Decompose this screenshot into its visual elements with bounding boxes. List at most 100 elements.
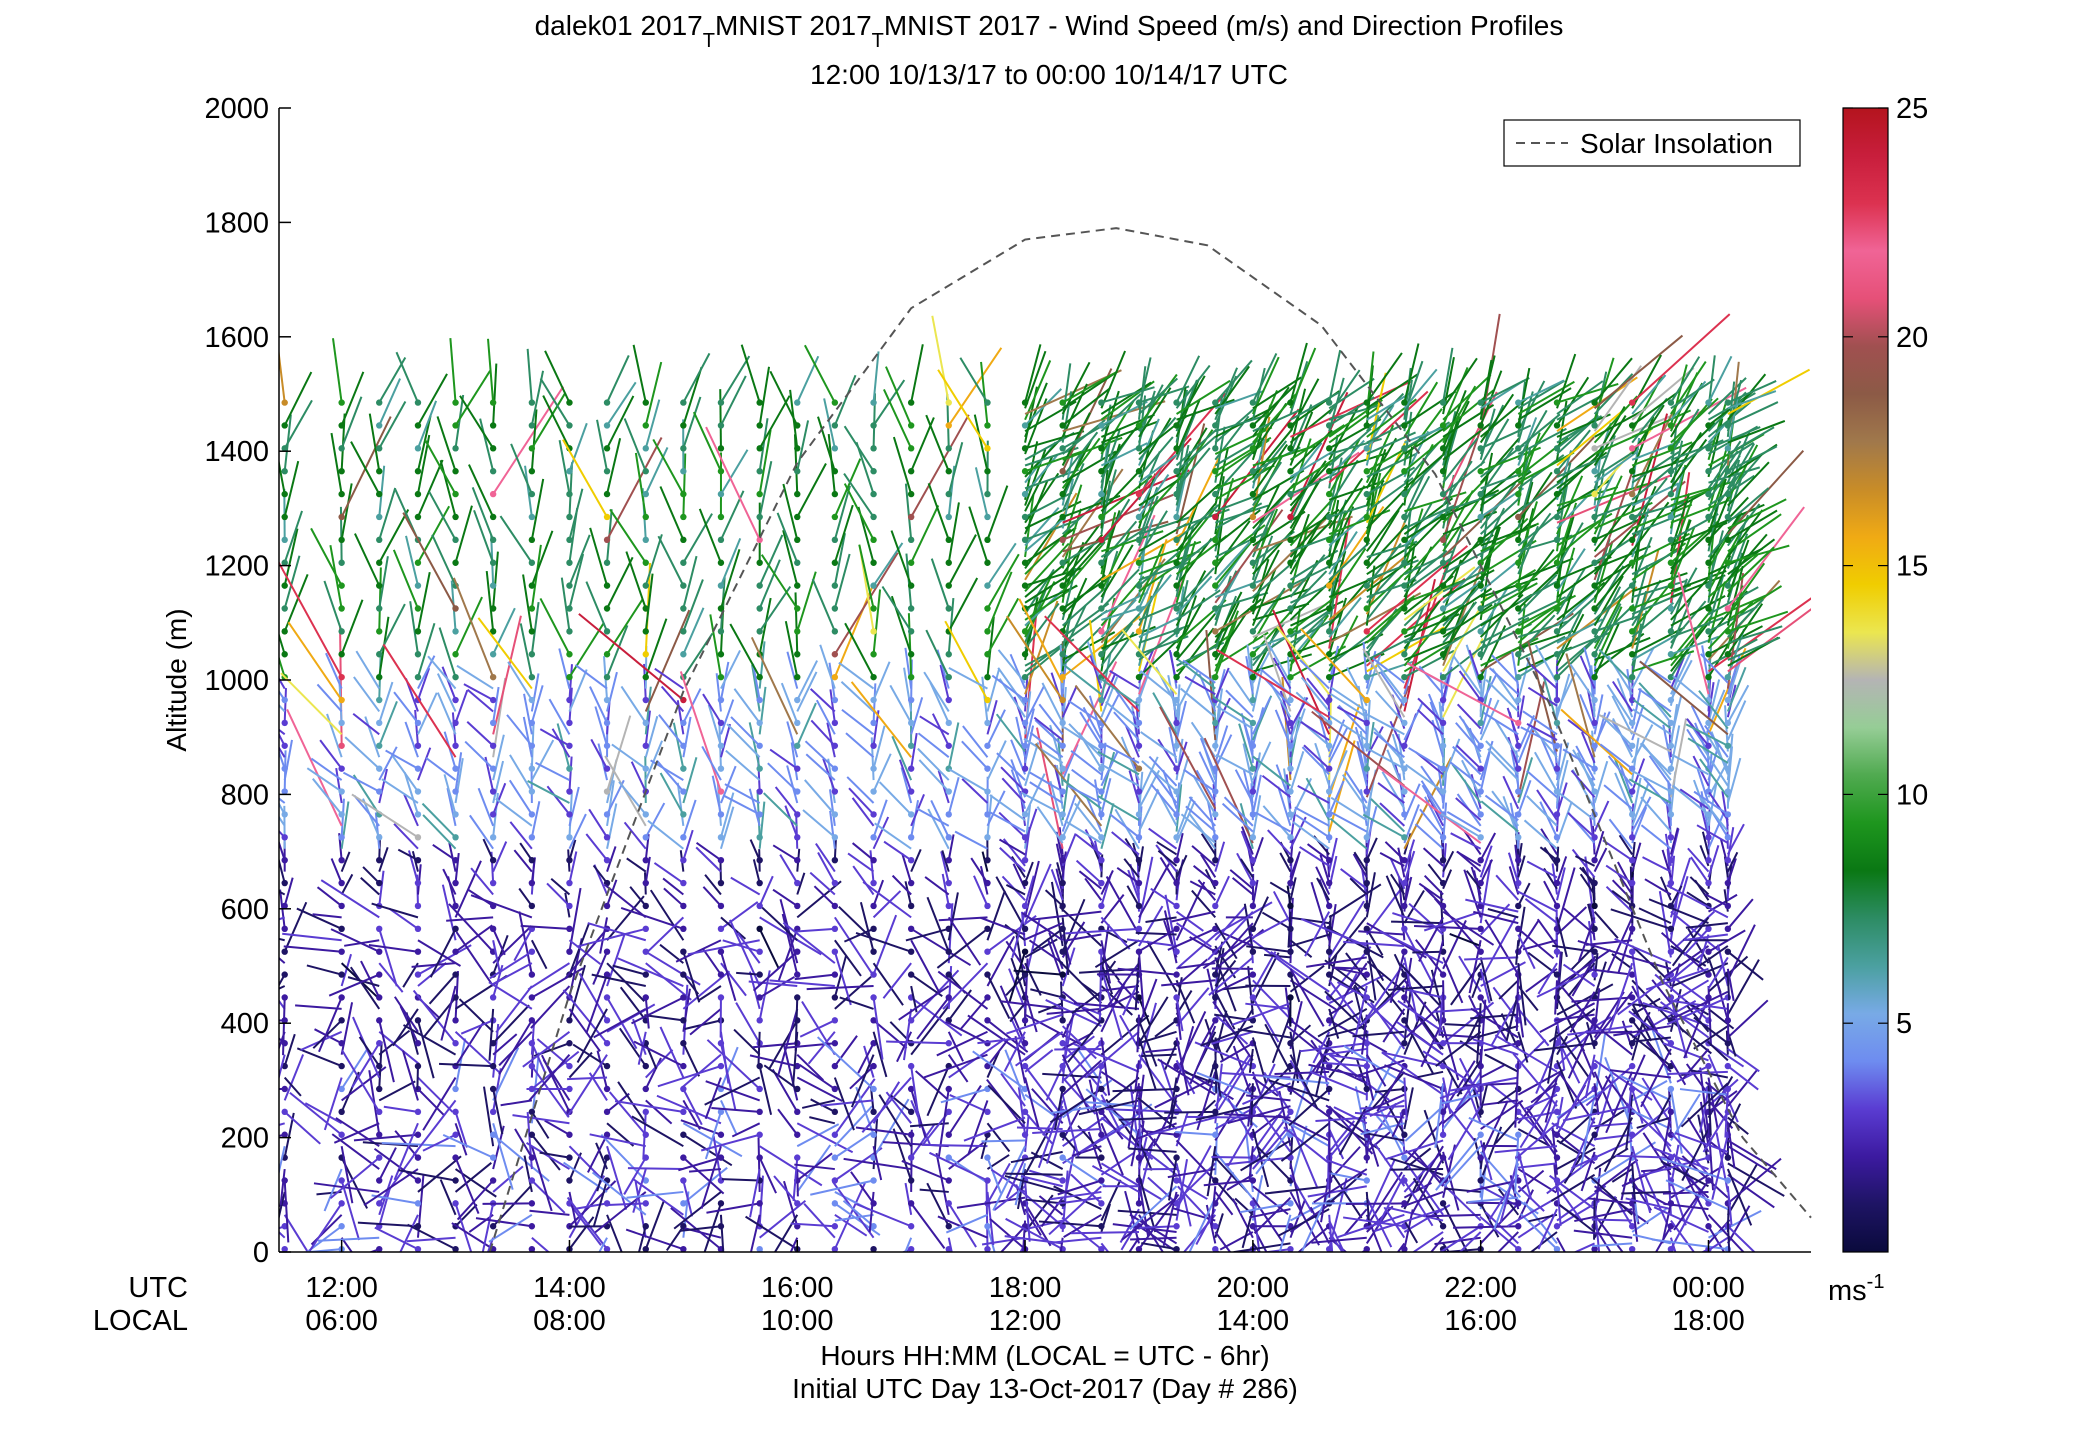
wind-barb-point (1440, 720, 1446, 726)
wind-barb-point (376, 651, 382, 657)
wind-barb-point (908, 811, 914, 817)
wind-barb-point (604, 765, 610, 771)
wind-barb (1407, 663, 1518, 723)
wind-barb-point (1022, 926, 1028, 932)
wind-barb-point (908, 628, 914, 634)
wind-barb-point (832, 582, 838, 588)
wind-barb-point (1136, 514, 1142, 520)
wind-barb-point (376, 1063, 382, 1069)
wind-barb (1525, 820, 1557, 848)
wind-barb-point (1250, 834, 1256, 840)
wind-barb-point (376, 994, 382, 1000)
wind-barb-point (529, 743, 535, 749)
wind-barb-point (756, 720, 762, 726)
wind-barb-point (643, 1063, 649, 1069)
wind-barb-point (338, 971, 344, 977)
wind-barb-point (566, 788, 572, 794)
wind-barb-point (1212, 560, 1218, 566)
wind-barb-point (1136, 537, 1142, 543)
wind-barb-point (1477, 834, 1483, 840)
wind-barb (987, 936, 1014, 986)
wind-barb-point (643, 605, 649, 611)
wind-barb-point (794, 491, 800, 497)
wind-barb-point (1515, 1223, 1521, 1229)
wind-barb-point (1136, 926, 1142, 932)
wind-barb-point (566, 399, 572, 405)
wind-barb-point (1098, 422, 1104, 428)
wind-barb-point (794, 811, 800, 817)
wind-barb-point (680, 445, 686, 451)
wind-barb-point (281, 582, 287, 588)
wind-barb (1538, 1209, 1557, 1249)
wind-barb-point (1173, 926, 1179, 932)
wind-barb-point (1098, 811, 1104, 817)
wind-barb (1572, 957, 1594, 996)
wind-barb (1253, 953, 1279, 1004)
wind-barb-point (680, 605, 686, 611)
wind-barb-point (281, 468, 287, 474)
wind-barb (949, 917, 981, 965)
wind-barb (874, 662, 890, 700)
plot-area (218, 108, 1825, 1320)
wind-barb-point (490, 743, 496, 749)
wind-barb-point (680, 811, 686, 817)
wind-barb-point (1477, 445, 1483, 451)
wind-barb-point (870, 971, 876, 977)
wind-barb-point (832, 926, 838, 932)
wind-barb-point (1515, 811, 1521, 817)
wind-barb (535, 763, 569, 780)
wind-barb-point (1173, 1177, 1179, 1183)
wind-barb-point (1515, 674, 1521, 680)
wind-barb-point (908, 788, 914, 794)
wind-barb-point (1287, 628, 1293, 634)
wind-barb (1011, 654, 1026, 688)
wind-barb (1288, 935, 1330, 947)
wind-barb-point (870, 1177, 876, 1183)
wind-barb (949, 777, 959, 814)
wind-barb (874, 589, 880, 654)
wind-barb-point (338, 1223, 344, 1229)
wind-barb-point (1173, 674, 1179, 680)
wind-barb-point (1554, 468, 1560, 474)
wind-barb-point (1401, 880, 1407, 886)
wind-barb-point (566, 1063, 572, 1069)
wind-barb-point (794, 949, 800, 955)
wind-barb-point (1440, 880, 1446, 886)
wind-barb-point (1440, 514, 1446, 520)
wind-barb (1546, 1243, 1595, 1265)
wind-barb-point (1059, 1132, 1065, 1138)
wind-barb-point (908, 720, 914, 726)
wind-barb-point (566, 834, 572, 840)
wind-barb-point (490, 1109, 496, 1115)
wind-barb-point (1287, 399, 1293, 405)
wind-barb-point (1098, 880, 1104, 886)
wind-barb-point (794, 514, 800, 520)
wind-barb-point (415, 1132, 421, 1138)
wind-barb-point (984, 514, 990, 520)
wind-barb (418, 374, 447, 426)
wind-barb (586, 975, 607, 1034)
wind-barb-point (529, 1177, 535, 1183)
wind-barb (1520, 1232, 1557, 1261)
wind-barb (551, 879, 569, 895)
wind-barb-point (756, 994, 762, 1000)
wind-barb-point (1364, 1154, 1370, 1160)
wind-barb-point (794, 445, 800, 451)
wind-barb (258, 713, 285, 734)
wind-barb (1305, 912, 1329, 957)
wind-barb-point (680, 834, 686, 840)
wind-barb (456, 506, 472, 563)
wind-barb-point (1173, 399, 1179, 405)
wind-barb (342, 1002, 352, 1054)
wind-barb-point (566, 720, 572, 726)
wind-barb-point (338, 1063, 344, 1069)
wind-barb (355, 534, 379, 586)
wind-barb (845, 623, 873, 677)
wind-barb-point (452, 926, 458, 932)
wind-barb-point (1591, 788, 1597, 794)
wind-barb-point (794, 1109, 800, 1115)
wind-barb-point (338, 491, 344, 497)
wind-barb-point (452, 628, 458, 634)
wind-barb-point (1136, 560, 1142, 566)
wind-barb-point (490, 651, 496, 657)
